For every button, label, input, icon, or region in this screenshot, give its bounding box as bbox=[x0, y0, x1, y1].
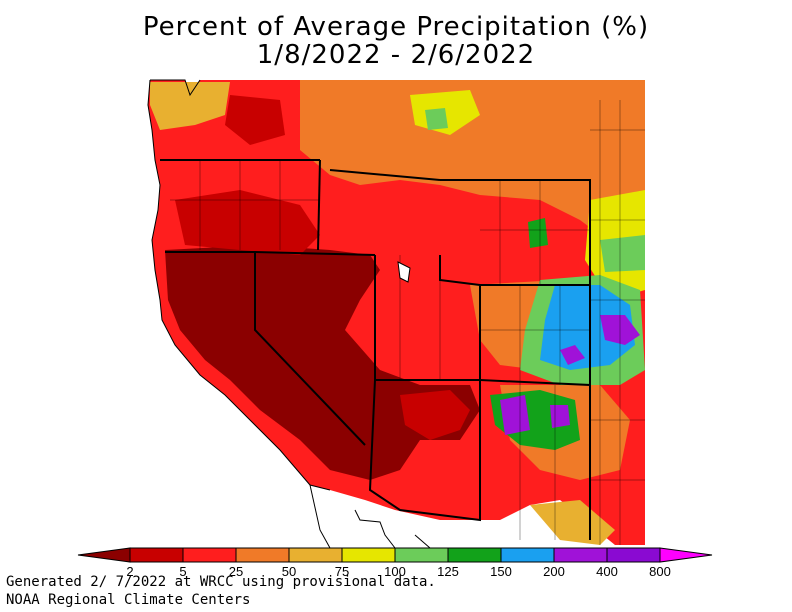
orange-zone-north bbox=[300, 80, 645, 235]
purple-zone-newmexico bbox=[500, 395, 530, 435]
legend-swatch bbox=[553, 547, 608, 563]
county-lines-paths bbox=[170, 100, 645, 545]
legend-swatch bbox=[182, 547, 237, 563]
great-salt-lake bbox=[397, 261, 411, 283]
legend-swatches bbox=[77, 547, 713, 563]
coastline bbox=[147, 79, 331, 491]
legend-break-label: 800 bbox=[649, 564, 671, 579]
legend-right-arrow bbox=[659, 547, 713, 563]
legend-break-label: 50 bbox=[282, 564, 296, 579]
green-zone-wyoming bbox=[528, 218, 548, 248]
green-zone-plains bbox=[600, 235, 645, 272]
border-mt-south bbox=[329, 169, 441, 181]
legend-break-label: 200 bbox=[543, 564, 565, 579]
legend-break-label: 2 bbox=[126, 564, 133, 579]
border-az bbox=[368, 379, 481, 522]
dry-patch-arizona bbox=[400, 390, 470, 440]
legend-break-label: 100 bbox=[384, 564, 406, 579]
border-nv-north bbox=[254, 251, 376, 256]
legend-break-label: 400 bbox=[596, 564, 618, 579]
driest-zone bbox=[165, 245, 480, 480]
legend-break-label: 125 bbox=[437, 564, 459, 579]
legend-break-label: 25 bbox=[229, 564, 243, 579]
county-lines bbox=[170, 100, 645, 545]
legend-swatch bbox=[288, 547, 343, 563]
legend-swatch bbox=[447, 547, 502, 563]
legend-swatch bbox=[394, 547, 449, 563]
footer-generated: Generated 2/ 7/2022 at WRCC using provis… bbox=[6, 574, 436, 590]
purple-zone-colorado-2 bbox=[560, 345, 585, 365]
legend-break-label: 75 bbox=[335, 564, 349, 579]
footer-source: NOAA Regional Climate Centers bbox=[6, 592, 251, 608]
legend-break-label: 150 bbox=[490, 564, 512, 579]
legend-swatch bbox=[606, 547, 661, 563]
border-wy bbox=[440, 179, 591, 285]
green-zone-montana bbox=[425, 108, 448, 130]
date-range: 1/8/2022 - 2/6/2022 bbox=[256, 40, 536, 70]
border-ca-nv bbox=[165, 251, 366, 446]
legend-swatch bbox=[341, 547, 396, 563]
legend-swatch bbox=[500, 547, 555, 563]
border-id-west bbox=[317, 159, 321, 251]
legend-left-arrow bbox=[77, 547, 131, 563]
legend-labels: 2 5 25 50 75 100 125 150 200 400 800 bbox=[126, 564, 670, 579]
legend-swatch bbox=[235, 547, 290, 563]
yellow-zone-southnm bbox=[530, 500, 615, 545]
legend-break-label: 5 bbox=[179, 564, 186, 579]
orange-zone-washington bbox=[150, 82, 230, 130]
dry-patch-washington bbox=[225, 95, 285, 145]
dry-patch-oregon bbox=[175, 190, 320, 255]
mexico-outline bbox=[309, 484, 431, 549]
legend-swatch bbox=[129, 547, 184, 563]
map-title: Percent of Average Precipitation (%) bbox=[142, 12, 650, 42]
